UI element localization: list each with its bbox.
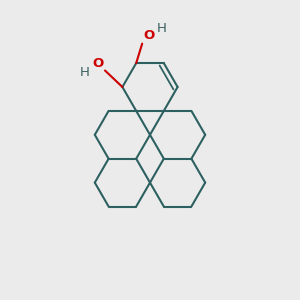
Text: H: H [80,65,89,79]
Text: H: H [157,22,166,34]
Text: O: O [144,29,155,42]
Text: O: O [92,57,104,70]
